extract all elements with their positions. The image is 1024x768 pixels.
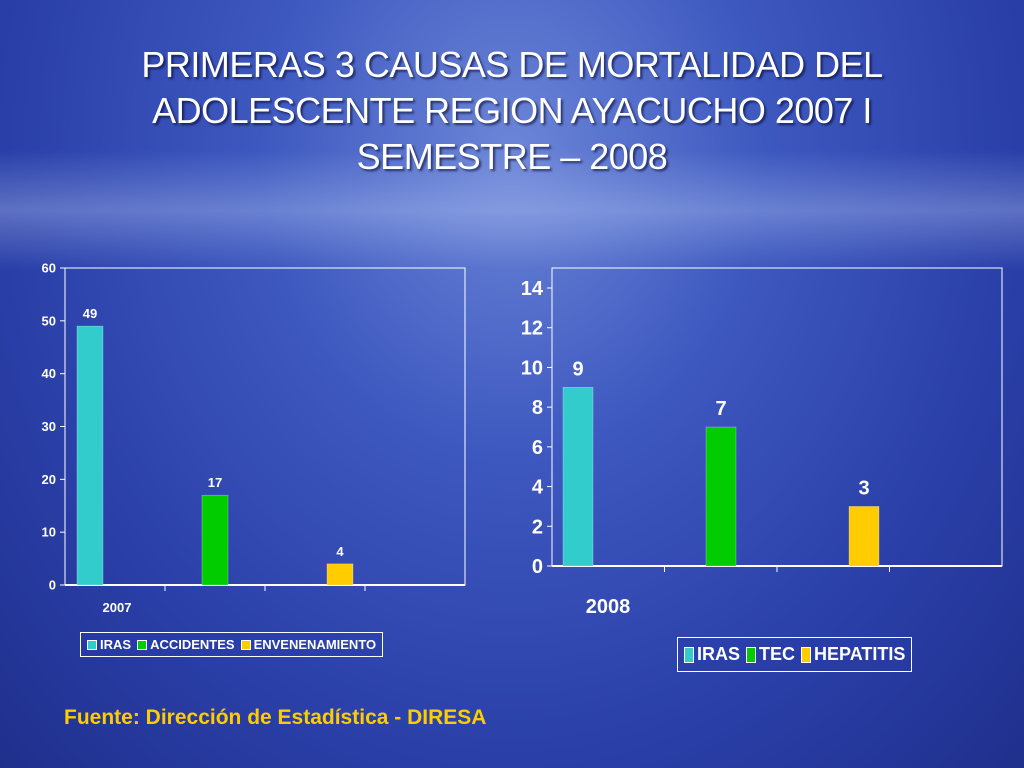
plot-area-2007	[64, 267, 466, 586]
legend-swatch-accidentes	[137, 639, 148, 650]
legend-label-tec: TEC	[759, 644, 796, 664]
source-note: Fuente: Dirección de Estadística - DIRES…	[64, 706, 487, 729]
bar-2008-iras	[562, 387, 594, 567]
bar-2007-envenenamiento	[326, 563, 354, 586]
y-tick-label-2008-10: 10	[521, 357, 543, 379]
legend-swatch-iras	[87, 639, 97, 650]
legend-item-accidentes: ACCIDENTES	[137, 637, 235, 652]
data-label-2008-iras: 9	[572, 358, 583, 380]
legend-item-envenenamiento: ENVENENAMIENTO	[240, 637, 377, 652]
y-tick-label-2008-4: 4	[532, 477, 544, 499]
background-haze	[0, 150, 1024, 270]
legend-item-hepatitis: HEPATITIS	[801, 644, 905, 665]
y-tick-label-2008-6: 6	[532, 437, 543, 459]
y-tick-label-2007-50: 50	[42, 313, 56, 328]
y-tick-label-2007-40: 40	[42, 366, 56, 381]
y-tick-label-2008-8: 8	[532, 397, 543, 419]
y-tick-label-2008-14: 14	[521, 278, 544, 300]
y-tick-label-2008-0: 0	[532, 556, 543, 578]
y-tick-label-2008-2: 2	[532, 516, 543, 538]
legend-item-iras-2008: IRAS	[684, 644, 740, 665]
legend-swatch-hepatitis	[801, 646, 812, 663]
data-label-2008-tec: 7	[715, 398, 726, 420]
y-tick-label-2007-30: 30	[42, 419, 56, 434]
data-label-2008-hepatitis: 3	[858, 477, 869, 499]
y-tick-label-2007-0: 0	[49, 578, 56, 593]
legend-swatch-iras-2008	[684, 646, 694, 663]
data-label-2007-envenenamiento: 4	[336, 544, 344, 559]
category-label-2008: 2008	[586, 596, 631, 618]
data-label-2007-accidentes: 17	[208, 475, 222, 490]
y-tick-label-2007-10: 10	[42, 525, 56, 540]
bar-2007-iras	[76, 325, 104, 586]
y-tick-label-2008-12: 12	[521, 318, 543, 340]
legend-label-iras-2008: IRAS	[697, 644, 741, 664]
legend-item-iras-2007: IRAS	[87, 637, 131, 652]
bar-2008-tec	[705, 426, 737, 567]
legend-item-tec: TEC	[746, 644, 795, 665]
legend-2007: IRAS ACCIDENTES ENVENENAMIENTO	[80, 632, 384, 657]
legend-label-hepatitis: HEPATITIS	[814, 644, 906, 664]
legend-swatch-envenenamiento	[240, 639, 251, 650]
legend-2008: IRAS TEC HEPATITIS	[677, 637, 913, 672]
legend-label-envenenamiento: ENVENENAMIENTO	[253, 637, 377, 652]
legend-label-iras: IRAS	[100, 637, 132, 652]
bar-2007-accidentes	[201, 494, 229, 586]
legend-label-accidentes: ACCIDENTES	[150, 637, 235, 652]
legend-swatch-tec	[746, 646, 757, 663]
category-label-2007: 2007	[103, 600, 132, 615]
data-label-2007-iras: 49	[83, 306, 97, 321]
slide-title: PRIMERAS 3 CAUSAS DE MORTALIDAD DEL ADOL…	[141, 44, 883, 177]
bar-2008-hepatitis	[848, 506, 880, 567]
plot-area-2008	[551, 267, 1003, 567]
y-tick-label-2007-20: 20	[42, 472, 56, 487]
